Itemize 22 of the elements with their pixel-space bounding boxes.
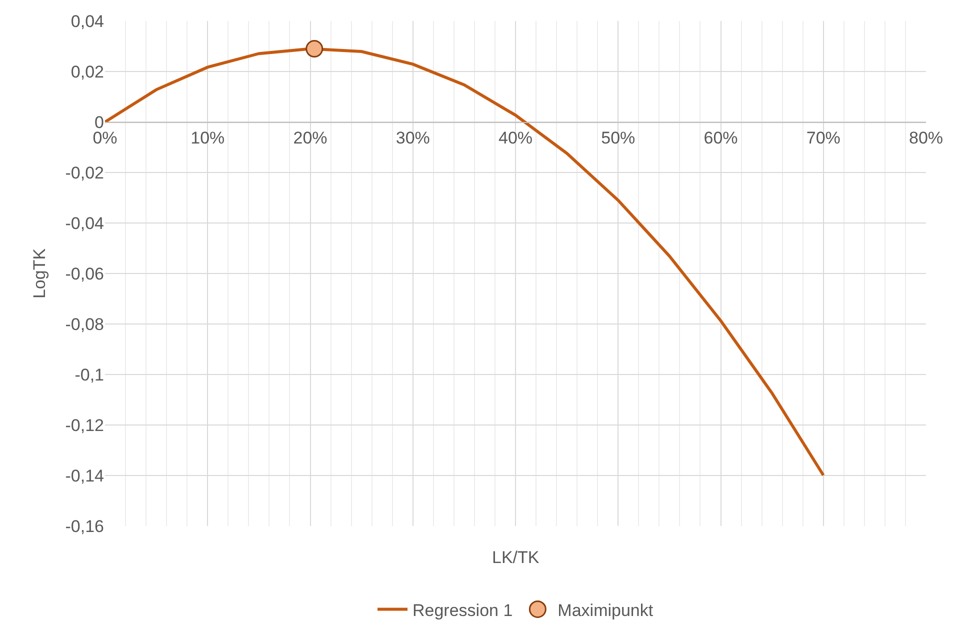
y-tick-label: -0,12: [65, 416, 104, 435]
y-tick-label: -0,04: [65, 214, 104, 233]
legend-label: Maximipunkt: [558, 600, 654, 620]
y-tick-label: -0,02: [65, 163, 104, 182]
x-tick-label: 80%: [908, 128, 944, 148]
x-tick-label: 30%: [396, 128, 430, 148]
y-tick-label: 0,02: [70, 62, 104, 82]
y-tick-label: -0,06: [65, 264, 104, 284]
y-tick-label: -0,16: [65, 516, 104, 536]
x-tick-label: 20%: [293, 128, 328, 148]
x-axis-title: LK/TK: [492, 548, 540, 567]
y-axis-title: LogTK: [30, 248, 49, 299]
legend-label: Regression 1: [412, 600, 513, 620]
x-tick-label: 10%: [190, 128, 225, 148]
x-tick-label: 50%: [601, 128, 636, 148]
x-tick-label: 40%: [498, 128, 533, 148]
y-tick-label: -0,14: [65, 466, 104, 486]
y-tick-label: -0,08: [65, 314, 104, 334]
x-tick-label: 70%: [806, 128, 840, 148]
y-tick-label: 0,04: [70, 12, 104, 31]
x-tick-label: 60%: [704, 128, 738, 148]
y-tick-label: -0,1: [74, 365, 104, 384]
